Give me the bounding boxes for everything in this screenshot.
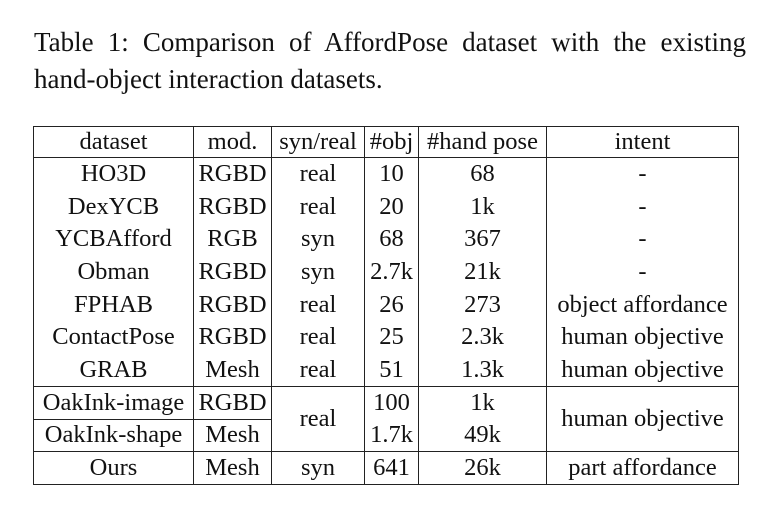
cell-num-objects: 26 (364, 288, 419, 321)
cell-dataset: OakInk-shape (33, 418, 194, 453)
cell-intent: human objective (546, 320, 739, 354)
cell-dataset: GRAB (33, 353, 194, 387)
cell-dataset: Ours (33, 451, 194, 485)
table-row: HO3D RGBD real 10 68 - (33, 157, 739, 191)
cell-num-objects: 641 (364, 451, 419, 485)
oakink-datasets: OakInk-image RGBD real 100 1k human obje… (33, 385, 739, 453)
cell-num-objects: 25 (364, 320, 419, 354)
cell-syn-real: syn (271, 222, 365, 256)
table-row: ContactPose RGBD real 25 2.3k human obje… (33, 320, 739, 354)
comparison-table: dataset mod. syn/real #obj #hand pose in… (33, 126, 739, 485)
cell-syn-real: syn (271, 451, 365, 485)
cell-intent: object affordance (546, 288, 739, 321)
cell-intent-merged: human objective (546, 385, 739, 453)
header-row: dataset mod. syn/real #obj #hand pose in… (33, 126, 739, 158)
cell-syn-real: syn (271, 255, 365, 289)
cell-syn-real: real (271, 190, 365, 223)
cell-intent: part affordance (546, 451, 739, 485)
cell-dataset: Obman (33, 255, 194, 289)
cell-num-objects: 68 (364, 222, 419, 256)
cell-hand-pose: 26k (418, 451, 547, 485)
cell-hand-pose: 1k (418, 385, 547, 419)
table-row: GRAB Mesh real 51 1.3k human objective (33, 353, 739, 387)
baseline-datasets: HO3D RGBD real 10 68 - DexYCB RGBD real … (33, 157, 739, 387)
header-modality: mod. (193, 126, 272, 158)
cell-modality: RGBD (193, 385, 272, 420)
cell-modality: RGBD (193, 255, 272, 289)
cell-dataset: FPHAB (33, 288, 194, 321)
table-row: YCBAfford RGB syn 68 367 - (33, 222, 739, 256)
table-row: Ours Mesh syn 641 26k part affordance (33, 451, 739, 485)
cell-dataset: HO3D (33, 157, 194, 191)
table-row: DexYCB RGBD real 20 1k - (33, 190, 739, 223)
cell-dataset: ContactPose (33, 320, 194, 354)
cell-syn-real: real (271, 320, 365, 354)
cell-num-objects: 1.7k (364, 419, 419, 453)
table-row: OakInk-image RGBD real 100 1k human obje… (33, 385, 739, 453)
table-row: Obman RGBD syn 2.7k 21k - (33, 255, 739, 289)
cell-intent: - (546, 222, 739, 256)
cell-num-objects: 20 (364, 190, 419, 223)
cell-intent: - (546, 190, 739, 223)
cell-modality: RGBD (193, 320, 272, 354)
cell-hand-pose: 1k (418, 190, 547, 223)
cell-syn-real: real (271, 353, 365, 387)
table-caption: Table 1: Comparison of AffordPose datase… (34, 27, 746, 94)
cell-modality: RGBD (193, 190, 272, 223)
cell-modality: RGBD (193, 288, 272, 321)
cell-modality: Mesh (193, 418, 272, 453)
table-row: OakInk-shape Mesh 1.7k 49k (33, 418, 739, 453)
cell-hand-pose: 367 (418, 222, 547, 256)
cell-hand-pose: 2.3k (418, 320, 547, 354)
header-dataset: dataset (33, 126, 194, 158)
cell-hand-pose: 21k (418, 255, 547, 289)
cell-modality: Mesh (193, 353, 272, 387)
cell-intent: - (546, 157, 739, 191)
header-hand-pose: #hand pose (418, 126, 547, 158)
cell-dataset: DexYCB (33, 190, 194, 223)
header-intent: intent (546, 126, 739, 158)
cell-intent: - (546, 255, 739, 289)
cell-dataset: YCBAfford (33, 222, 194, 256)
cell-num-objects: 51 (364, 353, 419, 387)
cell-syn-real: real (271, 288, 365, 321)
header-num-objects: #obj (364, 126, 419, 158)
cell-modality: RGB (193, 222, 272, 256)
cell-intent: human objective (546, 353, 739, 387)
cell-hand-pose: 1.3k (418, 353, 547, 387)
cell-hand-pose: 273 (418, 288, 547, 321)
ours-dataset: Ours Mesh syn 641 26k part affordance (33, 451, 739, 485)
cell-syn-real: real (271, 157, 365, 191)
cell-num-objects: 2.7k (364, 255, 419, 289)
header-syn-real: syn/real (271, 126, 365, 158)
table-row: FPHAB RGBD real 26 273 object affordance (33, 288, 739, 321)
cell-modality: RGBD (193, 157, 272, 191)
cell-dataset: OakInk-image (33, 385, 194, 420)
cell-modality: Mesh (193, 451, 272, 485)
cell-hand-pose: 68 (418, 157, 547, 191)
cell-num-objects: 10 (364, 157, 419, 191)
cell-syn-real-merged: real (271, 385, 365, 453)
cell-num-objects: 100 (364, 385, 419, 419)
cell-hand-pose: 49k (418, 419, 547, 453)
